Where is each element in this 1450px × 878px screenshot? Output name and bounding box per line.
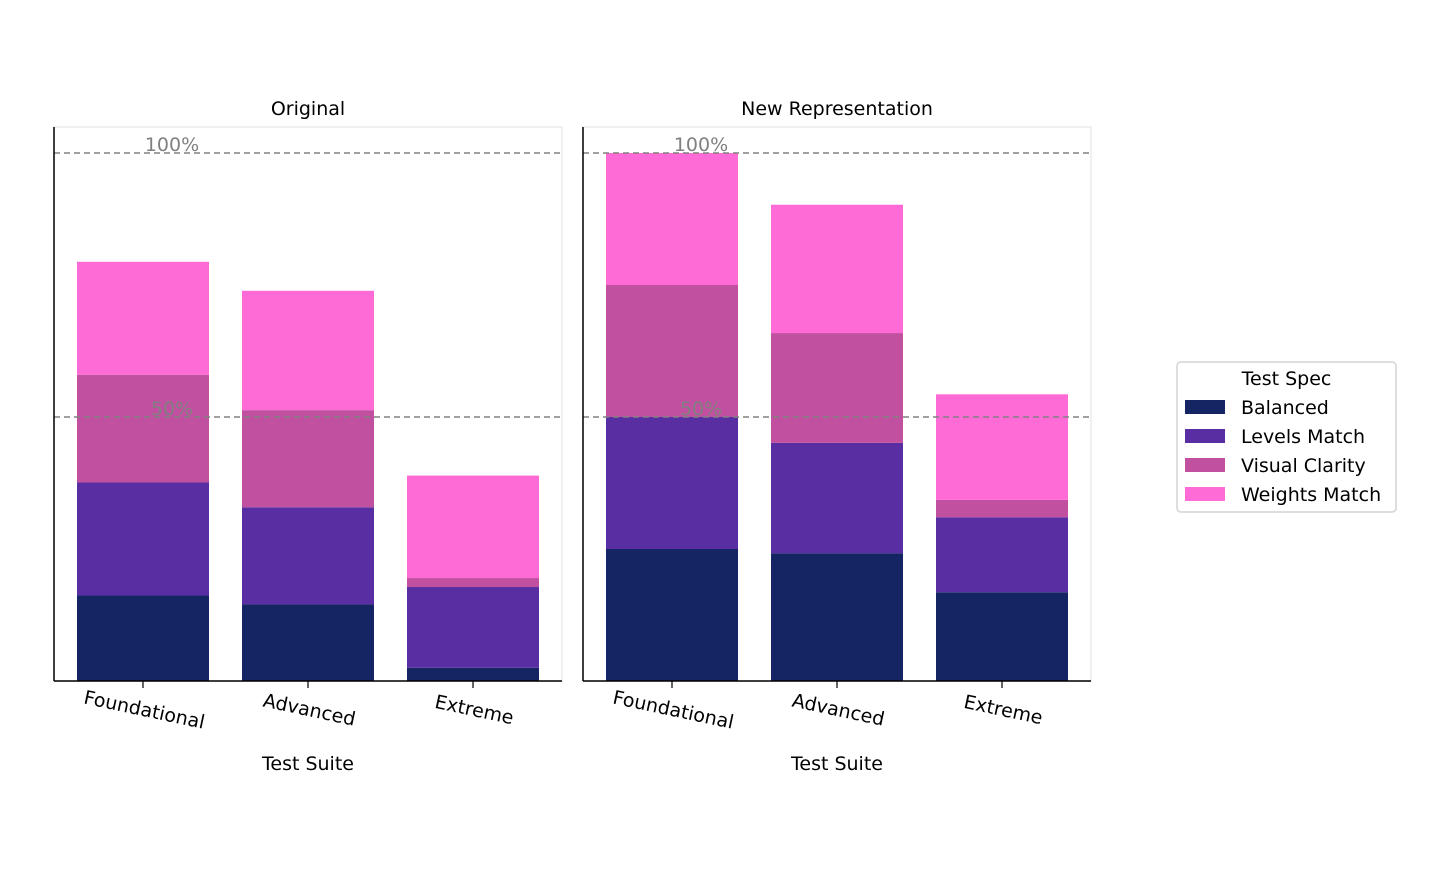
- legend-label: Visual Clarity: [1241, 455, 1366, 477]
- bar-segment-weights-match: [936, 394, 1068, 500]
- legend-label: Balanced: [1241, 397, 1329, 419]
- bar-segment-levels-match: [936, 517, 1068, 593]
- legend-swatch: [1185, 487, 1225, 501]
- panel-1: Original Foundational Advanced Extreme 100% 5…: [53, 98, 563, 775]
- bar-segment-weights-match: [242, 290, 374, 411]
- bar-segment-visual-clarity: [771, 333, 903, 443]
- bar-segment-balanced: [606, 549, 738, 681]
- x-axis-label: Test Suite: [790, 753, 883, 775]
- legend-swatch: [1185, 400, 1225, 414]
- bar-segment-balanced: [407, 667, 539, 681]
- legend-label: Weights Match: [1241, 484, 1381, 506]
- legend: Test Spec Balanced Levels Match Visual Clar…: [1176, 361, 1397, 513]
- legend-label: Levels Match: [1241, 426, 1365, 448]
- legend-title: Test Spec: [1241, 368, 1332, 390]
- legend-item: Visual Clarity: [1185, 455, 1366, 477]
- bar-segment-levels-match: [407, 587, 539, 668]
- bar-segment-weights-match: [771, 204, 903, 334]
- legend-item: Balanced: [1185, 397, 1329, 419]
- x-tick-label: Advanced: [790, 690, 886, 731]
- x-tick-label: Advanced: [261, 690, 357, 731]
- reference-line-label: 50%: [680, 398, 722, 420]
- bar-segment-visual-clarity: [407, 578, 539, 588]
- reference-line-label: 100%: [145, 134, 199, 156]
- reference-line-label: 100%: [674, 134, 728, 156]
- bar-segment-weights-match: [77, 261, 209, 375]
- x-tick-label: Extreme: [962, 691, 1045, 729]
- x-tick-label: Foundational: [82, 687, 207, 734]
- legend-item: Levels Match: [1185, 426, 1365, 448]
- reference-line-label: 50%: [151, 398, 193, 420]
- panel-title: Original: [271, 98, 345, 120]
- bar-segment-visual-clarity: [606, 285, 738, 417]
- bar-segment-visual-clarity: [77, 374, 209, 483]
- bar-segment-levels-match: [771, 442, 903, 554]
- bar-segment-weights-match: [606, 153, 738, 285]
- panel-title: New Representation: [741, 98, 933, 120]
- legend-swatch: [1185, 458, 1225, 472]
- chart-panels: Original Foundational Advanced Extreme 100% 5…: [53, 98, 1092, 775]
- legend-box: [1176, 361, 1397, 513]
- bar-segment-levels-match: [606, 417, 738, 549]
- legend-item: Weights Match: [1185, 484, 1381, 506]
- bar-segment-levels-match: [242, 507, 374, 605]
- bar-segment-visual-clarity: [936, 499, 1068, 518]
- bar-segment-balanced: [242, 604, 374, 681]
- x-tick-label: Foundational: [611, 687, 736, 734]
- bar-segment-levels-match: [77, 482, 209, 596]
- bar-segment-balanced: [77, 595, 209, 681]
- x-axis-label: Test Suite: [261, 753, 354, 775]
- x-tick-label: Extreme: [433, 691, 516, 729]
- bar-segment-weights-match: [407, 475, 539, 579]
- bar-segment-balanced: [936, 592, 1068, 681]
- bar-segment-balanced: [771, 553, 903, 681]
- panel-2: New Representation Foundational Advanced Ex…: [582, 98, 1092, 775]
- bar-segment-visual-clarity: [242, 410, 374, 508]
- legend-swatch: [1185, 429, 1225, 443]
